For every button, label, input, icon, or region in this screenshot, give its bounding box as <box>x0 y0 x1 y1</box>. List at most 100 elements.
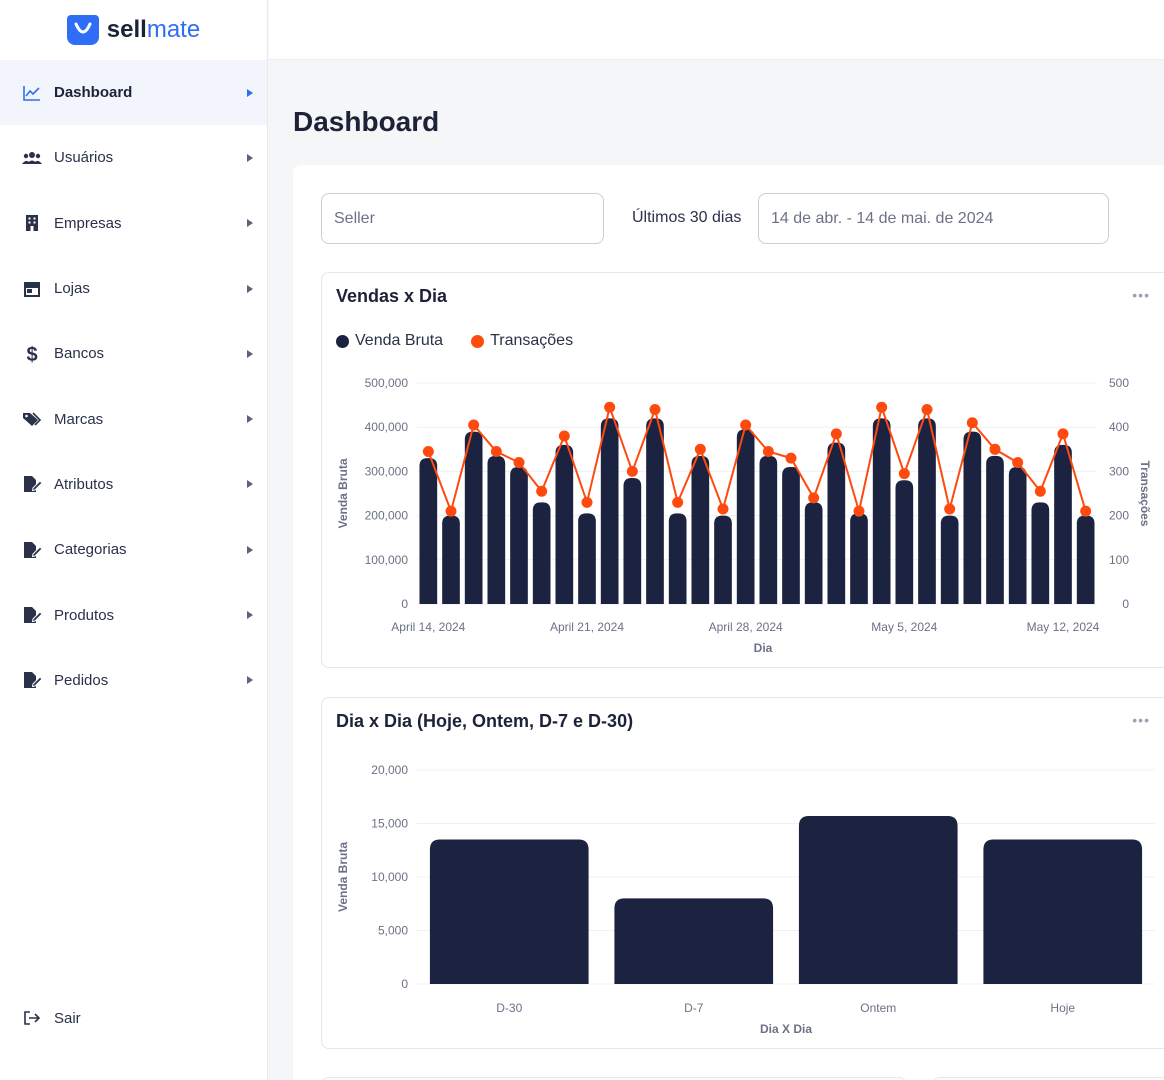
bar <box>759 455 778 604</box>
transaction-point <box>558 430 570 442</box>
x-tick-label: Ontem <box>860 1001 896 1015</box>
logout-icon <box>22 1008 42 1028</box>
chart-line-icon <box>22 83 42 103</box>
sidebar-item-label: Bancos <box>54 345 105 363</box>
sidebar-nav: Dashboard Usuários Empresas Lojas $ Bancos Mar… <box>0 60 267 713</box>
y-tick-label: 400,000 <box>365 420 409 434</box>
tags-icon <box>22 409 42 429</box>
sidebar-item-marcas[interactable]: Marcas <box>0 386 267 451</box>
y-tick-label: 20,000 <box>371 763 408 777</box>
bar <box>850 513 868 604</box>
sidebar: sellmate Dashboard Usuários Empresas Lojas $… <box>0 0 268 1080</box>
transaction-point <box>717 503 729 515</box>
sidebar-item-label: Empresas <box>54 214 122 232</box>
y2-tick-label: 200 <box>1109 509 1129 523</box>
legend-dot-icon <box>336 334 349 348</box>
building-icon <box>22 213 42 233</box>
transaction-point <box>694 443 706 455</box>
caret-right-icon <box>247 480 253 489</box>
sidebar-item-usuarios[interactable]: Usuários <box>0 125 267 190</box>
y-tick-label: 10,000 <box>371 870 408 884</box>
y-tick-label: 100,000 <box>365 553 409 567</box>
bar <box>1054 444 1072 604</box>
transactions-line <box>427 403 1087 515</box>
logout-button[interactable]: Sair <box>22 1008 81 1028</box>
transaction-point <box>468 419 480 431</box>
bar <box>804 502 823 604</box>
bar <box>736 429 755 604</box>
caret-right-icon <box>247 88 253 97</box>
date-range-input[interactable] <box>758 193 1109 244</box>
bar <box>1008 466 1027 604</box>
chart-title: Vendas x Dia <box>336 286 448 306</box>
sidebar-item-bancos[interactable]: $ Bancos <box>0 321 267 386</box>
transaction-point <box>989 443 1001 455</box>
transaction-point <box>581 496 593 508</box>
transaction-point <box>808 492 820 504</box>
sidebar-item-lojas[interactable]: Lojas <box>0 256 267 321</box>
transaction-point <box>830 428 842 440</box>
bag-icon <box>66 15 99 45</box>
seller-input[interactable] <box>321 193 604 244</box>
bar <box>487 455 506 604</box>
top-bar <box>269 0 1164 60</box>
y-axis-label: Venda Bruta <box>336 458 350 528</box>
x-tick-label: Hoje <box>1050 1001 1075 1015</box>
sidebar-item-atributos[interactable]: Atributos <box>0 452 267 517</box>
page-title: Dashboard <box>293 106 440 137</box>
legend-item-transacoes[interactable]: Transações <box>471 332 573 350</box>
y2-tick-label: 400 <box>1109 420 1129 434</box>
transaction-point <box>853 505 865 517</box>
svg-text:$: $ <box>26 344 37 364</box>
bar <box>623 478 642 604</box>
caret-right-icon <box>247 676 253 685</box>
y-tick-label: 0 <box>401 977 408 991</box>
bar <box>827 442 846 604</box>
transaction-point <box>649 404 661 416</box>
legend-item-venda-bruta[interactable]: Venda Bruta <box>336 332 443 350</box>
caret-right-icon <box>247 153 253 162</box>
logout-label: Sair <box>54 1009 81 1027</box>
bar <box>983 839 1143 984</box>
transaction-point <box>513 457 525 469</box>
sidebar-item-empresas[interactable]: Empresas <box>0 191 267 256</box>
transaction-point <box>921 404 933 416</box>
x-tick-label: April 21, 2024 <box>550 620 624 634</box>
sidebar-item-categorias[interactable]: Categorias <box>0 517 267 582</box>
transaction-point <box>762 446 774 458</box>
sidebar-item-label: Produtos <box>54 606 115 624</box>
bar <box>986 455 1004 604</box>
file-edit-icon <box>22 605 42 625</box>
transaction-point <box>1012 457 1024 469</box>
x-tick-label: D-7 <box>684 1001 704 1015</box>
sidebar-item-pedidos[interactable]: Pedidos <box>0 648 267 713</box>
x-tick-label: April 14, 2024 <box>391 620 465 634</box>
sidebar-item-produtos[interactable]: Produtos <box>0 582 267 647</box>
bar <box>442 515 460 604</box>
sidebar-item-dashboard[interactable]: Dashboard <box>0 60 267 126</box>
more-options-icon[interactable]: ••• <box>1132 712 1150 728</box>
y2-tick-label: 500 <box>1109 376 1129 390</box>
x-axis-label: Dia X Dia <box>760 1022 812 1036</box>
caret-right-icon <box>247 415 253 424</box>
bar <box>578 513 596 604</box>
brand-logo[interactable]: sellmate <box>0 0 267 60</box>
sidebar-item-label: Dashboard <box>54 84 133 102</box>
y2-axis-label: Transações <box>1138 460 1152 526</box>
file-edit-icon <box>22 670 42 690</box>
transaction-point <box>944 503 956 515</box>
bar <box>464 431 483 604</box>
more-options-icon[interactable]: ••• <box>1132 287 1150 303</box>
bar <box>429 839 589 984</box>
brand-name: sellmate <box>106 16 201 43</box>
y-tick-label: 300,000 <box>365 464 409 478</box>
transaction-point <box>876 401 888 413</box>
bar <box>419 458 438 604</box>
file-edit-icon <box>22 540 42 560</box>
sales-by-day-chart: 0 100,000 200,000 300,000 400,000 500,000 0 100… <box>336 376 1152 655</box>
y-tick-label: 500,000 <box>365 376 409 390</box>
bar <box>798 816 958 984</box>
transaction-point <box>626 465 638 477</box>
bar <box>918 418 936 604</box>
bar <box>691 455 710 604</box>
